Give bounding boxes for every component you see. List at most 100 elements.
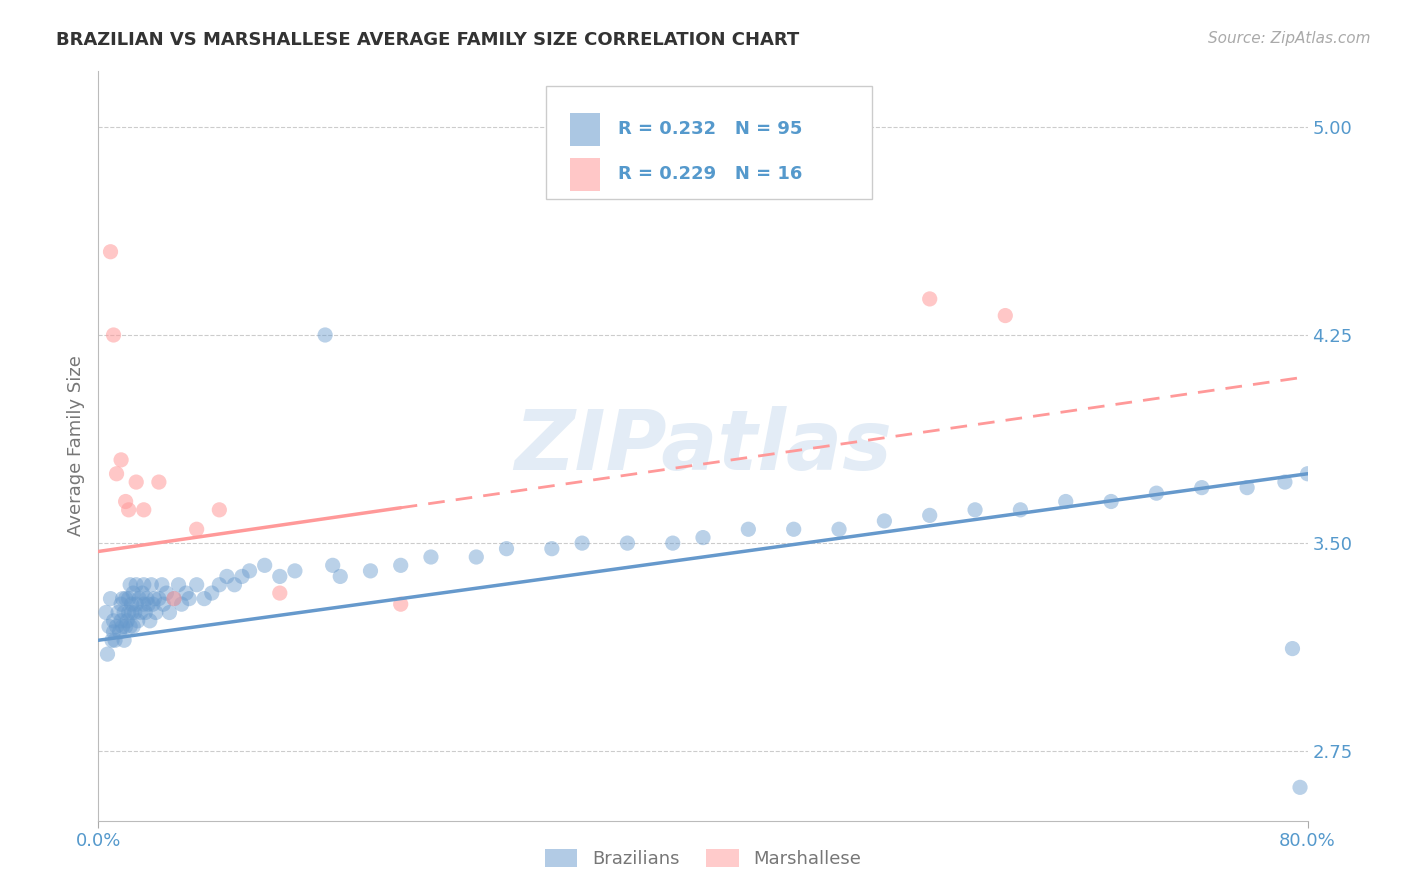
Point	[120, 619, 142, 633]
Point	[1010, 503, 1032, 517]
Point	[465, 549, 488, 564]
Point	[120, 578, 142, 592]
Point	[132, 578, 155, 592]
Point	[103, 614, 125, 628]
Point	[110, 597, 132, 611]
Text: BRAZILIAN VS MARSHALLESE AVERAGE FAMILY SIZE CORRELATION CHART: BRAZILIAN VS MARSHALLESE AVERAGE FAMILY …	[56, 31, 800, 49]
Point	[269, 586, 291, 600]
Point	[208, 503, 231, 517]
Point	[114, 619, 136, 633]
Point	[103, 624, 125, 639]
Point	[118, 503, 141, 517]
Point	[115, 614, 138, 628]
Point	[112, 606, 135, 620]
Point	[125, 475, 148, 489]
Point	[1191, 481, 1213, 495]
Point	[918, 508, 941, 523]
Point	[208, 578, 231, 592]
Point	[105, 467, 128, 481]
Point	[94, 606, 117, 620]
Point	[122, 619, 145, 633]
Point	[692, 531, 714, 545]
Point	[737, 522, 759, 536]
Point	[1236, 481, 1258, 495]
Point	[174, 586, 197, 600]
Point	[1274, 475, 1296, 489]
Point	[100, 244, 122, 259]
FancyBboxPatch shape	[546, 87, 872, 199]
Point	[114, 591, 136, 606]
Point	[661, 536, 683, 550]
Point	[145, 606, 167, 620]
Point	[389, 558, 412, 573]
Bar	[569, 158, 600, 191]
Point	[193, 591, 215, 606]
Point	[616, 536, 638, 550]
Point	[186, 522, 208, 536]
Point	[170, 597, 193, 611]
Point	[495, 541, 517, 556]
Point	[540, 541, 562, 556]
Point	[118, 591, 141, 606]
Point	[108, 624, 131, 639]
Point	[215, 569, 238, 583]
Point	[118, 606, 141, 620]
Text: Source: ZipAtlas.com: Source: ZipAtlas.com	[1208, 31, 1371, 46]
Point	[314, 328, 336, 343]
Point	[231, 569, 253, 583]
Point	[101, 633, 124, 648]
Point	[1296, 467, 1319, 481]
Point	[148, 591, 170, 606]
Point	[104, 633, 127, 648]
Point	[253, 558, 276, 573]
Point	[111, 619, 134, 633]
Y-axis label: Average Family Size: Average Family Size	[66, 356, 84, 536]
Point	[107, 606, 129, 620]
Point	[152, 597, 174, 611]
Point	[132, 597, 155, 611]
Point	[132, 503, 155, 517]
Point	[239, 564, 262, 578]
Point	[150, 578, 173, 592]
Point	[131, 586, 153, 600]
Point	[159, 606, 181, 620]
Point	[201, 586, 224, 600]
Text: R = 0.232   N = 95: R = 0.232 N = 95	[619, 120, 803, 138]
Point	[103, 328, 125, 343]
Point	[179, 591, 201, 606]
Point	[918, 292, 941, 306]
Point	[110, 614, 132, 628]
Point	[100, 591, 122, 606]
Point	[828, 522, 851, 536]
Point	[783, 522, 806, 536]
Point	[155, 586, 177, 600]
Point	[110, 453, 132, 467]
Point	[420, 549, 443, 564]
Point	[121, 606, 143, 620]
Point	[125, 597, 148, 611]
Point	[122, 586, 145, 600]
Point	[96, 647, 118, 661]
Point	[139, 614, 162, 628]
Point	[1099, 494, 1122, 508]
Point	[1289, 780, 1312, 795]
Point	[1144, 486, 1167, 500]
Point	[142, 597, 165, 611]
Point	[135, 591, 157, 606]
Point	[112, 633, 135, 648]
Point	[224, 578, 246, 592]
Point	[965, 503, 987, 517]
Bar	[569, 112, 600, 146]
Legend: Brazilians, Marshallese: Brazilians, Marshallese	[537, 841, 869, 875]
Point	[167, 578, 190, 592]
Point	[186, 578, 208, 592]
Point	[994, 309, 1017, 323]
Point	[163, 591, 186, 606]
Point	[121, 597, 143, 611]
Point	[105, 619, 128, 633]
Text: R = 0.229   N = 16: R = 0.229 N = 16	[619, 165, 803, 184]
Point	[111, 591, 134, 606]
Point	[143, 591, 166, 606]
Point	[114, 494, 136, 508]
Text: ZIPatlas: ZIPatlas	[515, 406, 891, 486]
